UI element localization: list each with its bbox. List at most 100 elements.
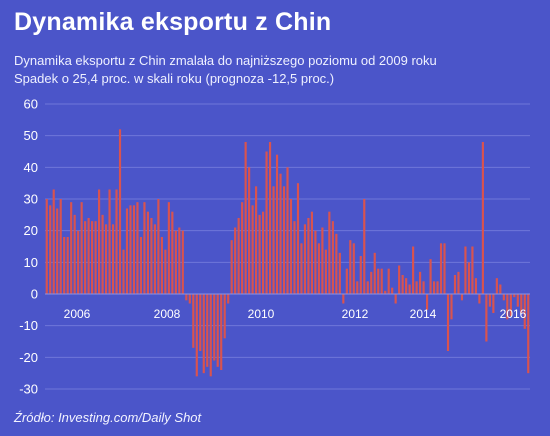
bar-137 — [523, 294, 526, 329]
bar-87 — [349, 240, 352, 294]
bar-86 — [345, 268, 348, 294]
bar-78 — [317, 243, 320, 294]
bar-33 — [160, 237, 163, 294]
bar-3 — [56, 208, 59, 294]
bar-95 — [377, 268, 380, 294]
bar-44 — [199, 294, 202, 351]
bar-105 — [412, 246, 415, 294]
bar-114 — [443, 243, 446, 294]
bar-112 — [436, 281, 439, 294]
bar-50 — [220, 294, 223, 370]
bar-121 — [467, 262, 471, 294]
bar-113 — [439, 243, 443, 294]
bar-27 — [139, 237, 143, 294]
y-tick-label-4: 20 — [24, 223, 38, 238]
y-tick-label-7: -10 — [19, 318, 38, 333]
bar-66 — [275, 154, 279, 294]
bar-21 — [118, 129, 122, 294]
x-year-label-2016: 2016 — [500, 307, 527, 321]
bar-138 — [527, 294, 530, 374]
bar-37 — [174, 230, 177, 294]
bar-129 — [495, 278, 498, 294]
bar-127 — [488, 294, 491, 307]
bar-16 — [101, 214, 104, 294]
chart-subtitle-line-1: Dynamika eksportu z Chin zmalała do najn… — [14, 53, 437, 68]
bar-56 — [241, 202, 244, 294]
y-tick-label-1: 50 — [24, 128, 38, 143]
bar-93 — [370, 271, 373, 294]
bar-5 — [63, 237, 66, 294]
bar-91 — [363, 199, 366, 294]
bar-54 — [234, 227, 237, 294]
bar-77 — [314, 230, 317, 294]
x-year-label-2014: 2014 — [410, 307, 437, 321]
bar-60 — [255, 186, 258, 294]
bar-132 — [506, 294, 509, 320]
bar-85 — [342, 294, 345, 304]
bar-2 — [52, 189, 55, 294]
bar-1 — [49, 205, 52, 294]
bar-23 — [125, 208, 129, 294]
bar-62 — [261, 211, 265, 294]
bar-135 — [516, 294, 519, 307]
bar-89 — [356, 281, 359, 294]
y-tick-label-6: 0 — [31, 287, 38, 302]
bar-8 — [73, 214, 76, 294]
bar-70 — [289, 199, 293, 294]
bar-48 — [213, 294, 216, 361]
bar-30 — [150, 218, 153, 294]
bar-40 — [185, 294, 188, 301]
bar-118 — [457, 271, 460, 294]
bar-120 — [464, 246, 467, 294]
bar-97 — [384, 290, 387, 294]
bar-61 — [258, 214, 261, 294]
bar-46 — [206, 294, 209, 367]
x-year-label-2012: 2012 — [342, 307, 369, 321]
bar-101 — [398, 265, 401, 294]
bar-39 — [181, 230, 184, 294]
bar-0 — [45, 199, 48, 294]
bar-24 — [129, 205, 132, 294]
bar-11 — [84, 221, 87, 294]
bar-42 — [192, 294, 195, 348]
bar-51 — [223, 294, 226, 339]
bar-90 — [359, 256, 362, 294]
bar-59 — [251, 205, 254, 294]
bar-122 — [471, 246, 474, 294]
bar-123 — [474, 278, 477, 294]
bar-111 — [432, 281, 436, 294]
bar-96 — [380, 268, 383, 294]
bar-34 — [164, 249, 167, 294]
bar-82 — [331, 221, 334, 294]
x-year-label-2008: 2008 — [154, 307, 181, 321]
bar-49 — [216, 294, 219, 367]
bar-35 — [167, 202, 170, 294]
bar-28 — [143, 202, 146, 294]
bar-131 — [502, 294, 505, 301]
bar-134 — [513, 294, 516, 298]
bar-52 — [227, 294, 230, 304]
bar-41 — [188, 294, 191, 304]
y-tick-label-0: 60 — [24, 97, 38, 112]
bar-47 — [209, 294, 212, 377]
chart-subtitle-line-2: Spadek o 25,4 proc. w skali roku (progno… — [14, 71, 335, 86]
y-tick-label-2: 40 — [24, 160, 38, 175]
bar-107 — [419, 271, 422, 294]
bar-17 — [104, 224, 108, 294]
bar-109 — [425, 294, 429, 310]
bar-99 — [391, 287, 394, 294]
bar-58 — [248, 167, 251, 294]
bar-65 — [272, 186, 275, 294]
bar-130 — [499, 284, 502, 294]
bar-55 — [237, 218, 240, 294]
bar-75 — [307, 218, 310, 294]
bar-76 — [310, 211, 313, 294]
bar-68 — [282, 186, 286, 294]
bar-29 — [146, 211, 150, 294]
bar-36 — [171, 211, 174, 294]
bar-73 — [300, 243, 303, 294]
bar-124 — [478, 294, 481, 304]
bar-4 — [59, 199, 62, 294]
bar-74 — [303, 224, 307, 294]
y-tick-label-3: 30 — [24, 192, 38, 207]
